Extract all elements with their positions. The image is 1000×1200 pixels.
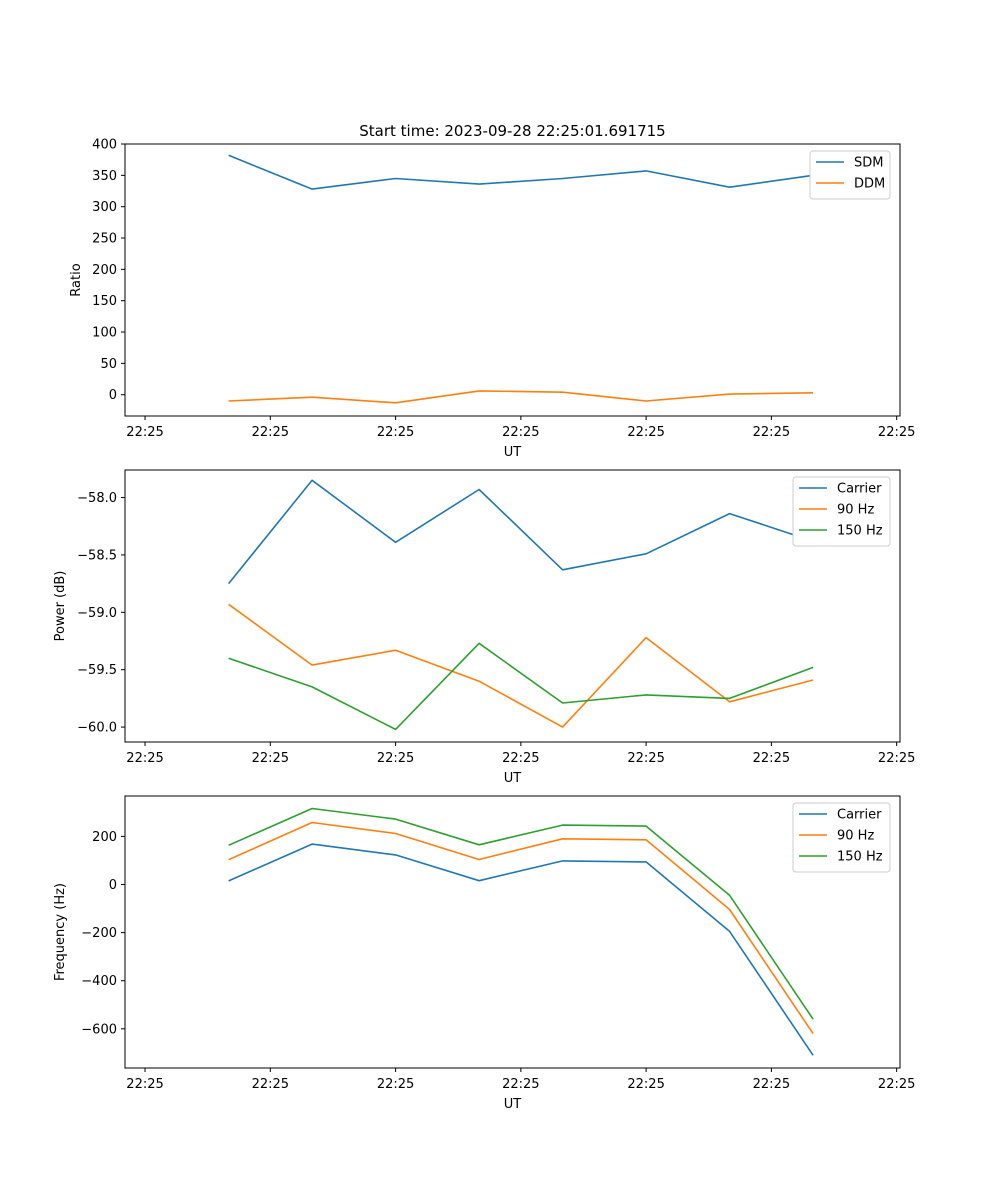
legend: Carrier 90 Hz 150 Hz bbox=[792, 476, 891, 547]
legend-box bbox=[792, 476, 891, 547]
plot-frame bbox=[124, 469, 901, 743]
x-tick-label: 22:25 bbox=[878, 1077, 915, 1092]
legend-label: 150 Hz bbox=[837, 850, 883, 865]
y-tick-label: 200 bbox=[92, 830, 117, 845]
x-tick-label: 22:25 bbox=[502, 425, 539, 440]
plot-frame bbox=[124, 143, 901, 417]
legend-label: SDM bbox=[854, 156, 883, 171]
x-tick-label: 22:25 bbox=[252, 1077, 289, 1092]
x-tick-label: 22:25 bbox=[377, 425, 414, 440]
y-tick-label: 0 bbox=[109, 878, 117, 893]
x-tick-label: 22:25 bbox=[502, 1077, 539, 1092]
y-tick-label: 50 bbox=[100, 357, 117, 372]
legend-label: Carrier bbox=[837, 808, 882, 823]
series-line-sdm bbox=[228, 154, 814, 190]
y-tick-label: 150 bbox=[92, 294, 117, 309]
y-axis-label: Ratio bbox=[69, 263, 84, 296]
series-line-150-hz bbox=[228, 642, 814, 731]
y-tick-label: 100 bbox=[92, 326, 117, 341]
legend-label: 90 Hz bbox=[837, 829, 874, 844]
x-tick-label: 22:25 bbox=[377, 1077, 414, 1092]
x-tick-label: 22:25 bbox=[126, 1077, 163, 1092]
x-tick-label: 22:25 bbox=[627, 425, 664, 440]
x-tick-label: 22:25 bbox=[252, 751, 289, 766]
series-line-90-hz bbox=[228, 821, 814, 1035]
y-tick-label: 350 bbox=[92, 169, 117, 184]
y-tick-label: 200 bbox=[92, 263, 117, 278]
x-axis-label: UT bbox=[504, 771, 522, 786]
series-line-carrier bbox=[228, 843, 814, 1056]
series-line-90-hz bbox=[228, 603, 814, 728]
legend-label: 150 Hz bbox=[837, 524, 883, 539]
y-tick-label: −200 bbox=[81, 926, 117, 941]
y-tick-label: 0 bbox=[109, 388, 117, 403]
x-tick-label: 22:25 bbox=[878, 425, 915, 440]
y-tick-label: 250 bbox=[92, 232, 117, 247]
y-axis-label: Power (dB) bbox=[53, 571, 68, 642]
x-tick-label: 22:25 bbox=[252, 425, 289, 440]
series-line-carrier bbox=[227, 479, 814, 585]
legend-box bbox=[809, 150, 891, 200]
series-line-150-hz bbox=[228, 807, 814, 1020]
legend-label: Carrier bbox=[837, 482, 882, 497]
x-tick-label: 22:25 bbox=[753, 425, 790, 440]
x-tick-label: 22:25 bbox=[753, 751, 790, 766]
power-panel: 22:25 22:25 22:25 22:25 22:25 22:25 22:25 −58.0… bbox=[53, 469, 915, 786]
series-line-ddm bbox=[228, 390, 814, 404]
y-tick-label: −600 bbox=[81, 1022, 117, 1037]
y-tick-label: 300 bbox=[92, 200, 117, 215]
legend: Carrier 90 Hz 150 Hz bbox=[792, 802, 891, 873]
plot-frame bbox=[124, 795, 901, 1069]
ratio-panel: 22:25 22:25 22:25 22:25 22:25 22:25 22:25 0 50 10… bbox=[69, 138, 915, 461]
x-tick-label: 22:25 bbox=[377, 751, 414, 766]
y-tick-label: −58.5 bbox=[77, 548, 117, 563]
y-tick-label: −400 bbox=[81, 974, 117, 989]
y-tick-label: 400 bbox=[92, 138, 117, 153]
y-tick-label: −59.0 bbox=[77, 606, 117, 621]
legend-box bbox=[792, 802, 891, 873]
legend-label: 90 Hz bbox=[837, 503, 874, 518]
x-tick-label: 22:25 bbox=[126, 425, 163, 440]
y-tick-label: −59.5 bbox=[77, 663, 117, 678]
frequency-panel: 22:25 22:25 22:25 22:25 22:25 22:25 22:25 200 0 −… bbox=[53, 795, 915, 1112]
x-tick-label: 22:25 bbox=[753, 1077, 790, 1092]
legend: SDM DDM bbox=[809, 150, 891, 200]
x-axis-label: UT bbox=[504, 1097, 522, 1112]
y-axis-label: Frequency (Hz) bbox=[53, 883, 68, 981]
x-tick-label: 22:25 bbox=[126, 751, 163, 766]
y-tick-label: −60.0 bbox=[77, 721, 117, 736]
x-tick-label: 22:25 bbox=[627, 1077, 664, 1092]
legend-label: DDM bbox=[854, 177, 885, 192]
figure-title: Start time: 2023-09-28 22:25:01.691715 bbox=[359, 122, 665, 140]
y-tick-label: −58.0 bbox=[77, 491, 117, 506]
x-tick-label: 22:25 bbox=[878, 751, 915, 766]
x-tick-label: 22:25 bbox=[627, 751, 664, 766]
x-tick-label: 22:25 bbox=[502, 751, 539, 766]
x-axis-label: UT bbox=[504, 445, 522, 460]
